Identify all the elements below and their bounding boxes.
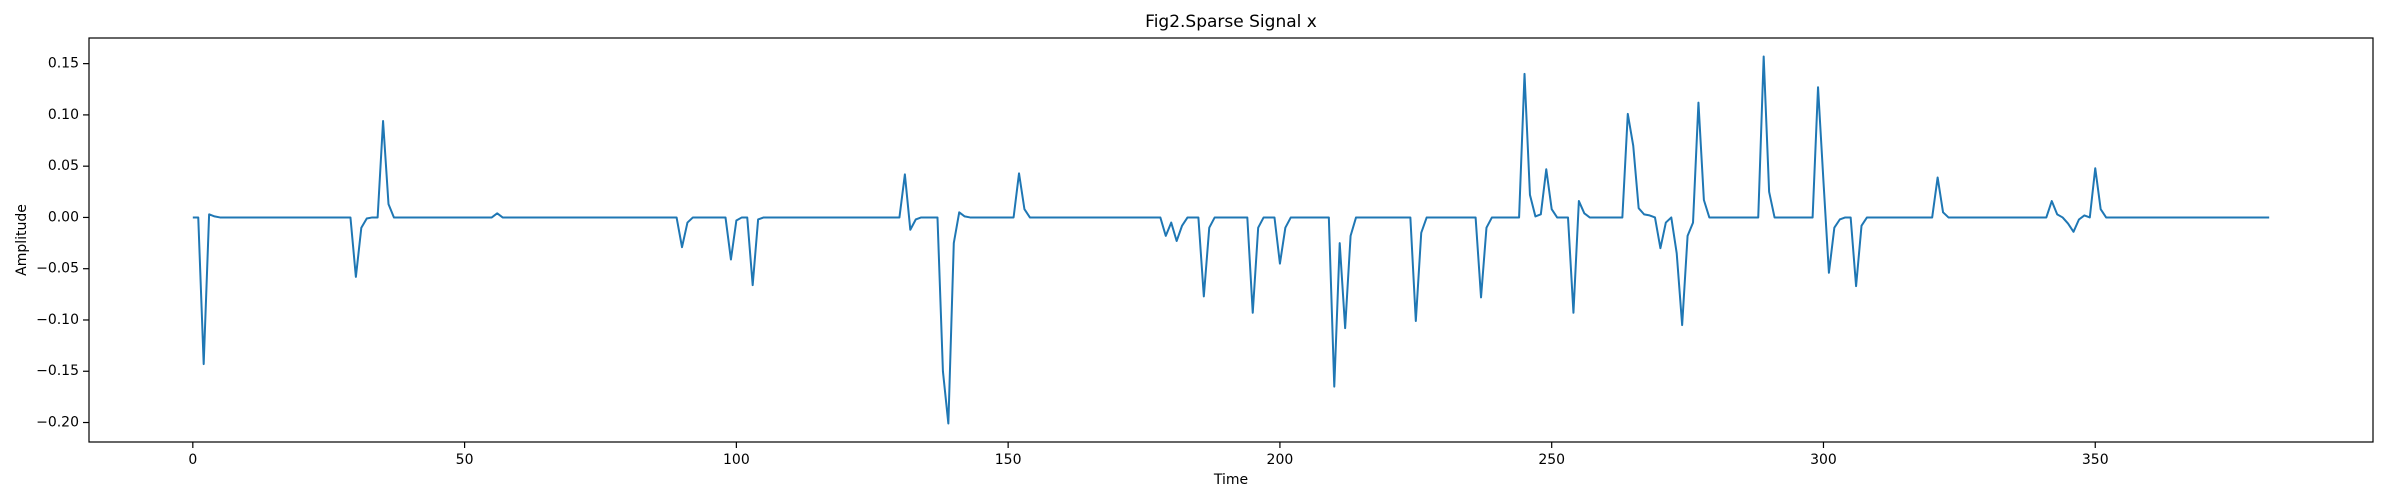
y-tick-label: −0.05 [36,261,79,277]
x-tick-label: 0 [188,452,197,468]
y-tick-label: 0.00 [48,209,79,225]
x-tick-label: 250 [1538,452,1565,468]
y-tick-label: −0.15 [36,363,79,379]
y-axis-label: Amplitude [14,204,30,276]
chart-title: Fig2.Sparse Signal x [1145,12,1317,32]
x-tick-label: 300 [1810,452,1837,468]
x-tick-label: 100 [723,452,750,468]
y-tick-label: 0.10 [48,107,79,123]
plot-frame [88,37,2374,443]
x-tick-label: 150 [995,452,1022,468]
x-tick-label: 50 [456,452,474,468]
x-axis-label: Time [1213,472,1248,488]
signal-line [192,55,2270,425]
y-tick-label: 0.05 [48,158,79,174]
x-tick-label: 200 [1267,452,1294,468]
y-tick-label: 0.15 [48,56,79,72]
x-tick-label: 350 [2082,452,2109,468]
y-tick-label: −0.20 [36,415,79,431]
y-tick-label: −0.10 [36,312,79,328]
